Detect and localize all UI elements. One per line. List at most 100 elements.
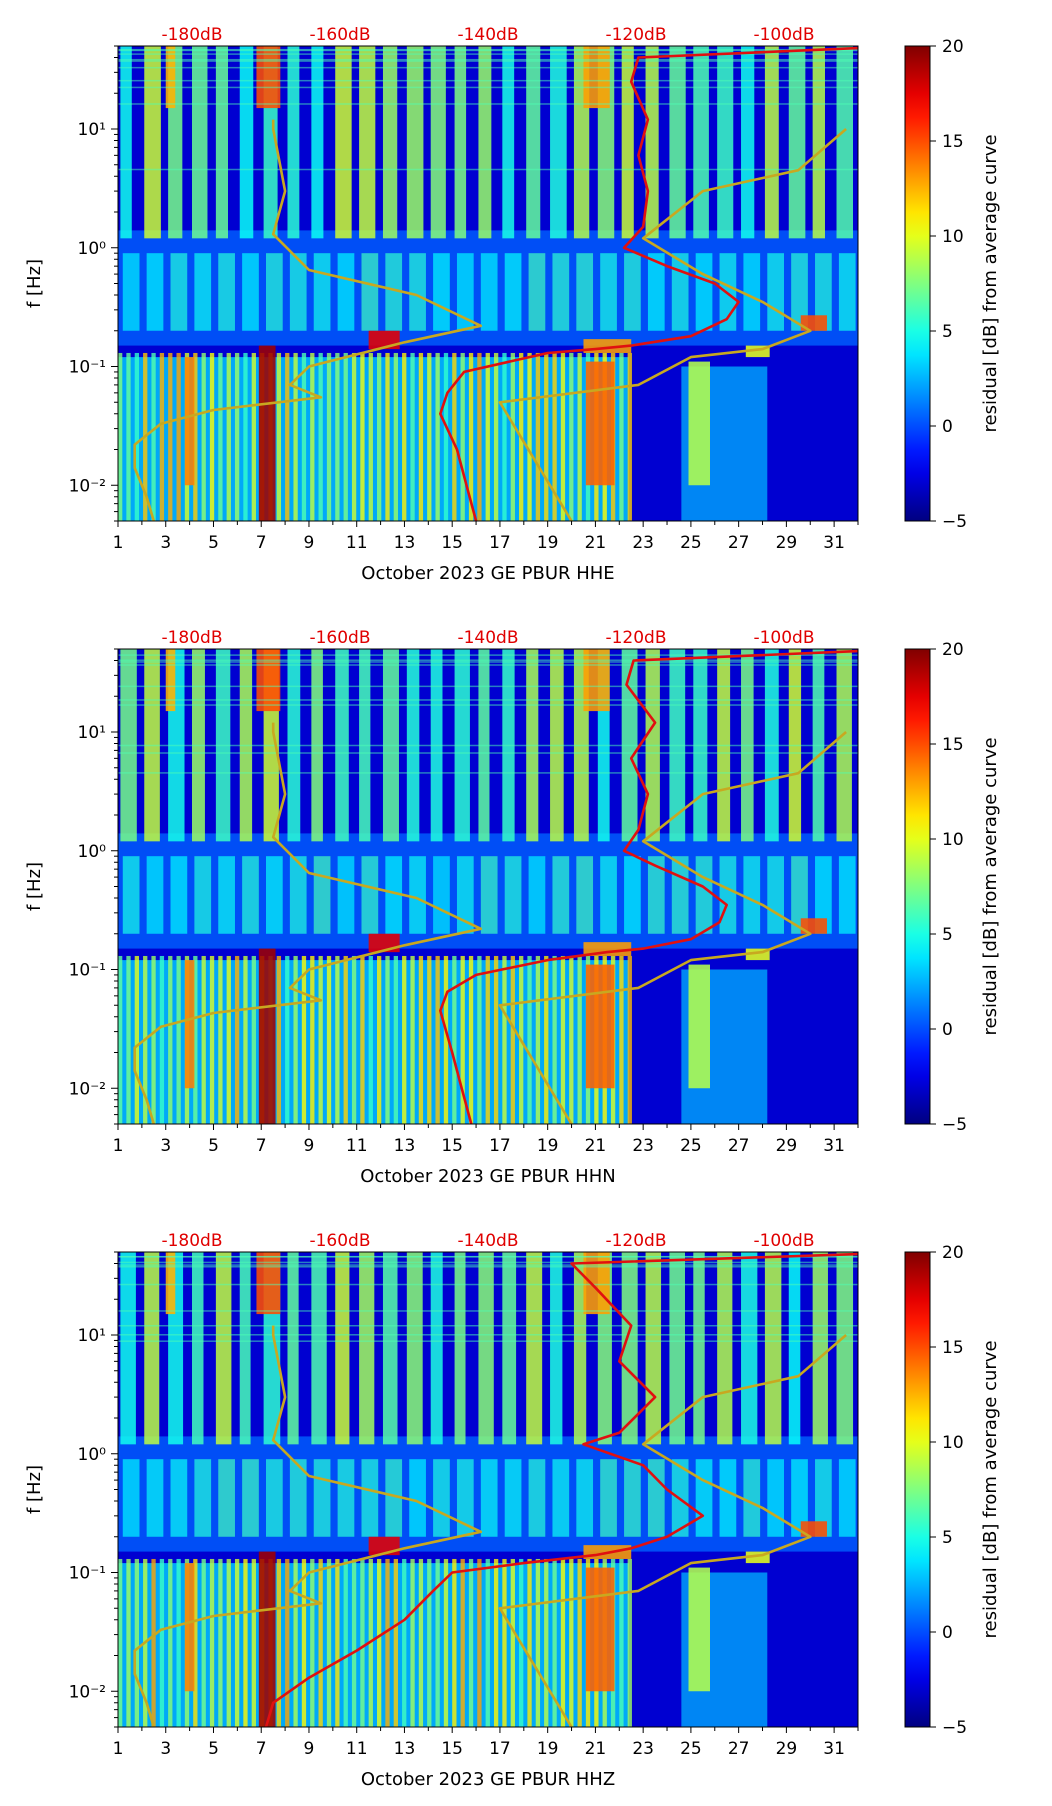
- top-db-label: -160dB: [309, 25, 370, 45]
- spectrogram-cell: [335, 955, 340, 1124]
- spectrogram-cell: [600, 1459, 617, 1537]
- spectrogram-cell: [192, 1252, 204, 1445]
- colorbar-tick-label: 5: [942, 1528, 953, 1548]
- spectrogram-cell: [168, 955, 173, 1124]
- spectrogram-cell: [193, 352, 198, 521]
- x-tick-label: 19: [537, 1739, 559, 1759]
- x-tick-label: 15: [441, 1136, 463, 1156]
- colorbar: [904, 45, 931, 522]
- spectrogram-cell: [528, 856, 546, 934]
- spectrogram-cell: [118, 352, 123, 521]
- y-tick-label: 10¹: [78, 723, 106, 743]
- spectrogram-cell: [289, 253, 307, 331]
- reference-curve-day: [133, 119, 483, 521]
- spectrogram-cell: [812, 1252, 828, 1445]
- spectrogram-cell: [218, 955, 223, 1124]
- spectrogram-cell: [326, 352, 332, 521]
- spectrogram-cell: [427, 1558, 432, 1727]
- spectrogram-cell: [289, 856, 307, 934]
- spectrogram-cell: [624, 253, 641, 331]
- spectrogram-cell: [234, 1558, 240, 1727]
- spectrogram-cell: [477, 352, 482, 521]
- spectrogram-cell: [118, 955, 123, 1124]
- colorbar-tick-label: −5: [942, 1115, 967, 1135]
- top-db-label: -160dB: [309, 628, 370, 648]
- spectrogram-cell: [226, 352, 231, 521]
- spectrogram-cell: [430, 46, 446, 239]
- top-db-label: -120dB: [605, 1231, 666, 1251]
- x-tick-label: 25: [680, 1136, 702, 1156]
- colorbar-tick-label: 10: [942, 1433, 964, 1453]
- spectrogram-cell: [243, 352, 248, 521]
- spectrogram-chart: 1 3 5 7 9 11 13 15 17 19 21 23 25 27 29 3110⁻²10⁻¹10⁰10…: [24, 25, 1001, 584]
- x-tick-label: 23: [632, 1739, 654, 1759]
- spectrogram-chart: 1 3 5 7 9 11 13 15 17 19 21 23 25 27 29 3110⁻²10⁻¹10⁰10…: [24, 1231, 1001, 1790]
- spectrogram-cell: [118, 1340, 858, 1342]
- spectrogram-cell: [418, 955, 424, 1124]
- spectrogram-cell: [502, 1558, 507, 1727]
- spectrogram-cell: [385, 955, 390, 1124]
- spectrogram-cell: [239, 1252, 251, 1445]
- spectrogram-cell: [791, 856, 808, 934]
- spectrogram-cell: [126, 955, 131, 1124]
- x-tick-label: 31: [823, 533, 845, 553]
- spectrogram-cell: [647, 1459, 665, 1537]
- spectrogram-cell: [159, 352, 165, 521]
- spectrogram-cell: [480, 856, 498, 934]
- spectrogram-cell: [118, 49, 858, 52]
- spectrogram-cell: [569, 955, 574, 1124]
- x-tick-label: 7: [256, 1136, 267, 1156]
- spectrogram-cell: [480, 1459, 498, 1537]
- spectrogram-cell: [577, 352, 582, 521]
- spectrogram-cell: [337, 1459, 355, 1537]
- spectrogram-cell: [550, 46, 567, 239]
- reference-curve-day: [133, 1325, 483, 1727]
- spectrogram-cell: [146, 1459, 164, 1537]
- spectrogram-cell: [151, 1558, 156, 1727]
- spectrogram-cell: [209, 955, 215, 1124]
- x-tick-label: 21: [585, 533, 607, 553]
- x-axis-title: October 2023 GE PBUR HHZ: [361, 1769, 615, 1790]
- y-axis-title: f [Hz]: [24, 259, 45, 308]
- spectrogram-cell: [311, 46, 324, 239]
- spectrogram-cell: [544, 955, 549, 1124]
- spectrogram-cell: [226, 1558, 231, 1727]
- spectrogram-cell: [460, 1558, 465, 1727]
- spectrogram-cell: [791, 1459, 808, 1537]
- spectrogram-cell: [144, 46, 161, 239]
- spectrogram-cell: [485, 955, 490, 1124]
- top-db-label: -140dB: [457, 1231, 518, 1251]
- spectrogram-cell: [287, 46, 300, 239]
- spectrogram-cell: [502, 955, 507, 1124]
- spectrogram-cell: [134, 352, 140, 521]
- spectrogram-cell: [118, 79, 858, 82]
- spectrogram-cell: [326, 955, 332, 1124]
- colorbar-tick-label: 20: [942, 640, 964, 660]
- spectrogram-cell: [767, 856, 784, 934]
- spectrogram-cell: [194, 253, 212, 331]
- spectrogram-panel-hhz: 1 3 5 7 9 11 13 15 17 19 21 23 25 27 29 31 10⁻² 10⁻¹ 10⁰ 10…: [0, 1206, 1052, 1806]
- psd-curve: [439, 649, 858, 1124]
- spectrogram-cell: [468, 955, 474, 1124]
- spectrogram-cell: [118, 744, 858, 747]
- x-tick-label: 9: [304, 1739, 315, 1759]
- spectrogram-cell: [452, 1558, 457, 1727]
- colorbar-tick-label: −5: [942, 512, 967, 532]
- x-tick-label: 25: [680, 1739, 702, 1759]
- spectrogram-panel-hhe: 1 3 5 7 9 11 13 15 17 19 21 23 25 27 29 31 10⁻² 10⁻¹ 10⁰ 10…: [0, 0, 1052, 600]
- x-tick-label: 31: [823, 1136, 845, 1156]
- spectrogram-cell: [504, 856, 522, 934]
- x-tick-label: 21: [585, 1136, 607, 1156]
- top-db-label: -120dB: [605, 628, 666, 648]
- spectrogram-cell: [836, 46, 854, 239]
- spectrogram-cell: [535, 352, 541, 521]
- spectrogram-cell: [717, 46, 734, 239]
- spectrogram-cell: [385, 856, 403, 934]
- spectrogram-cell: [165, 649, 176, 712]
- spectrogram-cell: [815, 1459, 832, 1537]
- spectrogram-cell: [812, 46, 825, 239]
- spectrogram-cell: [569, 352, 574, 521]
- x-tick-label: 13: [394, 533, 416, 553]
- colorbar: [904, 648, 931, 1125]
- spectrogram-cell: [402, 352, 407, 521]
